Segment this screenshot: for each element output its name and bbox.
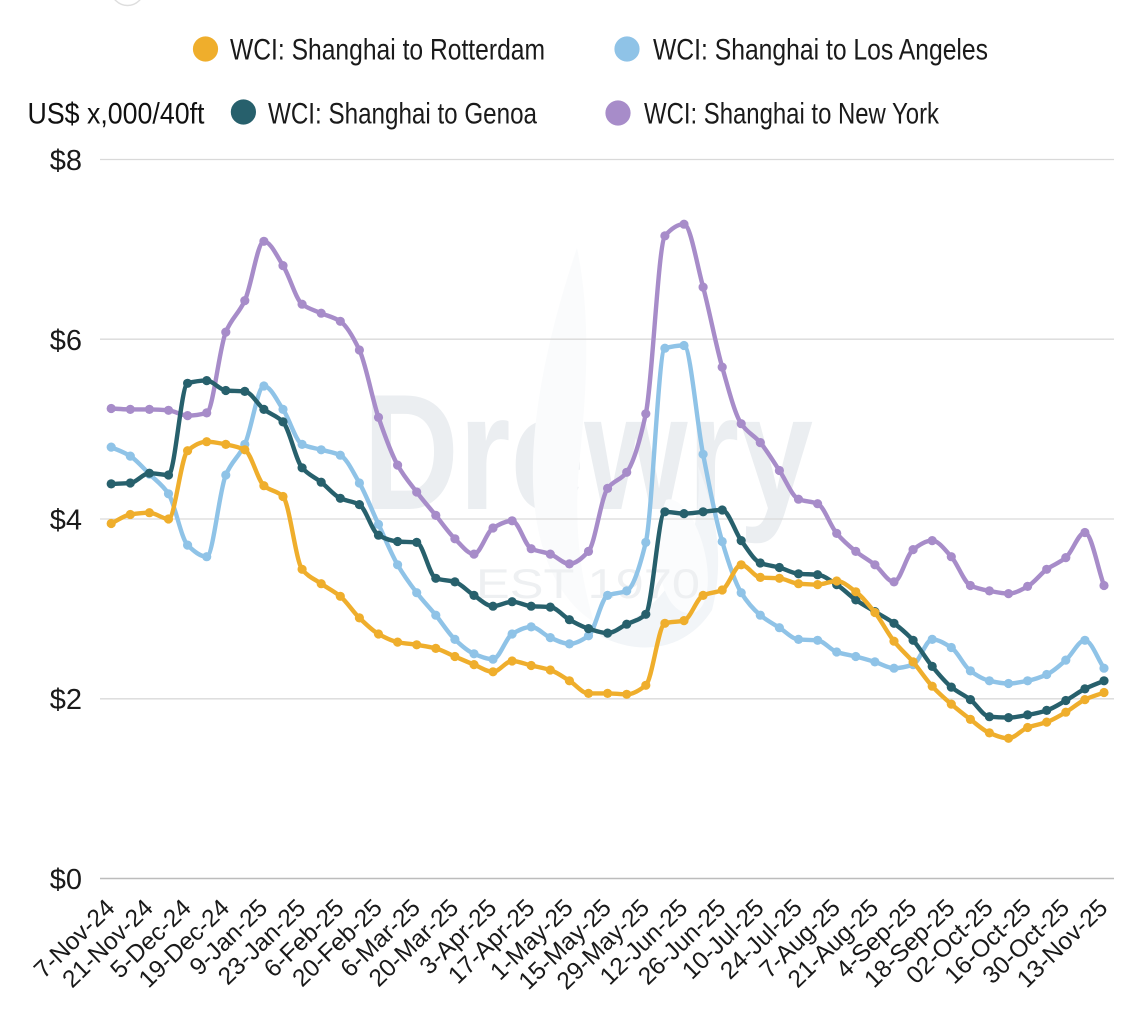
svg-text:$2: $2	[50, 684, 82, 716]
svg-text:Drewry: Drewry	[363, 360, 813, 544]
svg-text:$6: $6	[50, 325, 82, 357]
svg-text:WCI: Shanghai to New York: WCI: Shanghai to New York	[644, 98, 940, 131]
svg-text:WCI: Shanghai to Rotterdam: WCI: Shanghai to Rotterdam	[230, 34, 545, 67]
svg-text:$4: $4	[50, 505, 82, 537]
svg-text:US$ x,000/40ft: US$ x,000/40ft	[28, 98, 206, 131]
svg-text:$8: $8	[50, 145, 82, 177]
svg-text:WCI: Shanghai to Los Angeles: WCI: Shanghai to Los Angeles	[653, 34, 988, 67]
svg-text:$0: $0	[50, 864, 82, 896]
svg-text:WCI: Shanghai to Genoa: WCI: Shanghai to Genoa	[268, 98, 537, 131]
